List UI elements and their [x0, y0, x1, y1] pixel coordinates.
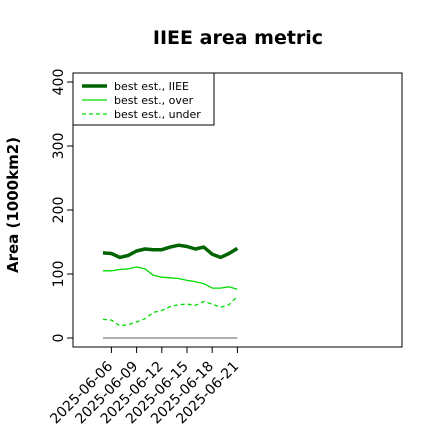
y-axis: 0 100 200 300 400: [51, 69, 73, 343]
y-tick-label: 400: [51, 69, 67, 96]
legend-box: [72, 72, 215, 126]
series-line-over: [103, 266, 238, 291]
y-axis-label: Area (1000km2): [4, 137, 22, 273]
legend-label-iiee: best est., IIEE: [114, 80, 189, 93]
series-layer: [102, 243, 239, 327]
series-line-iiee: [102, 243, 239, 260]
chart-title: IIEE area metric: [153, 27, 323, 49]
series-line-under: [102, 295, 238, 327]
x-axis: 2025-06-062025-06-092025-06-122025-06-15…: [47, 347, 242, 427]
legend-label-over: best est., over: [114, 94, 194, 107]
y-tick-label: 0: [51, 334, 67, 343]
y-tick-label: 200: [51, 197, 67, 224]
y-tick-label: 300: [51, 133, 67, 160]
y-tick-label: 100: [51, 261, 67, 288]
legend: best est., IIEE best est., over best est…: [72, 72, 215, 126]
legend-label-under: best est., under: [114, 108, 201, 121]
